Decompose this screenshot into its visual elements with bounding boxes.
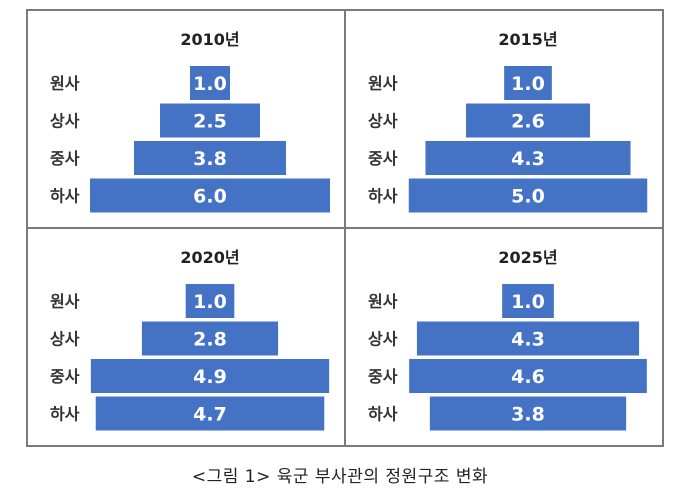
bar-wonsa-2025: [502, 284, 554, 318]
rank-label-wonsa-2025: 원사: [368, 292, 398, 311]
value-label-jungsa-2020: 4.9: [193, 366, 227, 388]
rank-label-hasa-2015: 하사: [368, 187, 398, 206]
rank-label-jungsa-2010: 중사: [50, 149, 80, 168]
bar-wonsa-2010: [190, 66, 230, 100]
bar-sangsa-2010: [160, 103, 260, 138]
grid-divider-horizontal: [26, 227, 664, 229]
value-label-wonsa-2025: 1.0: [511, 291, 545, 313]
bar-hasa-2010: [90, 178, 330, 213]
rank-label-hasa-2020: 하사: [50, 405, 80, 424]
bar-jungsa-2010: [134, 141, 286, 175]
value-label-jungsa-2025: 4.6: [511, 366, 545, 388]
panel-title-2020: 2020년: [180, 248, 239, 267]
rank-label-wonsa-2010: 원사: [50, 74, 80, 93]
rank-label-jungsa-2020: 중사: [50, 367, 80, 386]
bar-sangsa-2020: [141, 321, 279, 356]
value-label-sangsa-2015: 2.6: [511, 111, 545, 133]
value-label-wonsa-2020: 1.0: [193, 291, 227, 313]
value-label-sangsa-2020: 2.8: [193, 329, 227, 351]
value-label-jungsa-2010: 3.8: [193, 148, 227, 170]
panel-title-2010: 2010년: [180, 30, 239, 49]
rank-label-wonsa-2020: 원사: [50, 292, 80, 311]
rank-label-hasa-2010: 하사: [50, 187, 80, 206]
rank-label-sangsa-2015: 상사: [368, 112, 398, 131]
bar-sangsa-2025: [416, 321, 640, 356]
rank-label-wonsa-2015: 원사: [368, 74, 398, 93]
rank-label-sangsa-2025: 상사: [368, 330, 398, 349]
value-label-jungsa-2015: 4.3: [511, 148, 545, 170]
value-label-sangsa-2010: 2.5: [193, 111, 227, 133]
rank-label-sangsa-2010: 상사: [50, 112, 80, 131]
bar-jungsa-2015: [425, 141, 631, 175]
figure-caption: <그림 1> 육군 부사관의 정원구조 변화: [191, 467, 489, 487]
rank-label-jungsa-2015: 중사: [368, 149, 398, 168]
value-label-hasa-2010: 6.0: [193, 186, 227, 208]
value-label-sangsa-2025: 4.3: [511, 329, 545, 351]
bar-sangsa-2015: [466, 103, 590, 138]
bar-wonsa-2020: [185, 284, 235, 318]
rank-label-hasa-2025: 하사: [368, 405, 398, 424]
value-label-hasa-2025: 3.8: [511, 404, 545, 426]
value-label-hasa-2015: 5.0: [511, 186, 545, 208]
bar-hasa-2020: [95, 396, 325, 431]
rank-label-sangsa-2020: 상사: [50, 330, 80, 349]
value-label-wonsa-2010: 1.0: [193, 73, 227, 95]
bar-hasa-2015: [408, 178, 648, 213]
bar-hasa-2025: [429, 396, 627, 431]
panel-title-2025: 2025년: [498, 248, 557, 267]
bar-jungsa-2025: [409, 359, 647, 393]
value-label-hasa-2020: 4.7: [193, 404, 227, 426]
rank-label-jungsa-2025: 중사: [368, 367, 398, 386]
bar-wonsa-2015: [504, 66, 552, 100]
bar-jungsa-2020: [90, 359, 330, 393]
value-label-wonsa-2015: 1.0: [511, 73, 545, 95]
panel-title-2015: 2015년: [498, 30, 557, 49]
